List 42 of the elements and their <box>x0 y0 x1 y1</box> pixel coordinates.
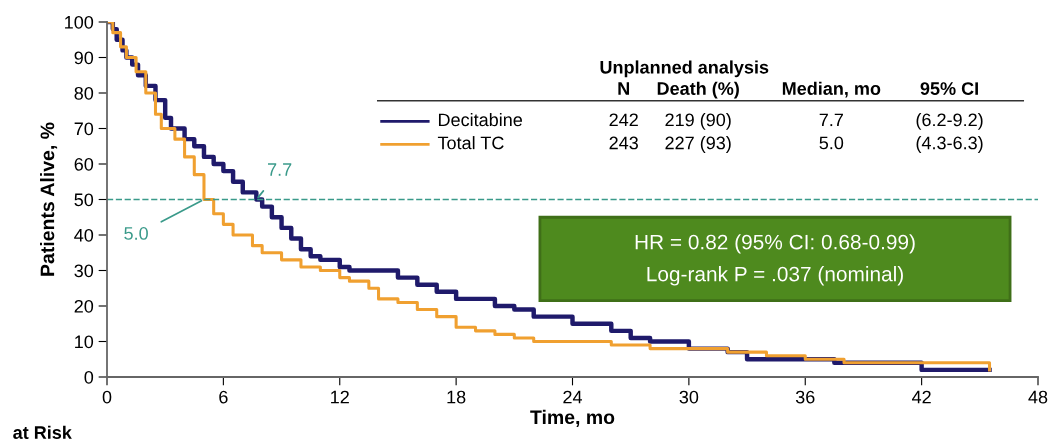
x-tick-label: 12 <box>331 390 349 404</box>
y-tick-label: 30 <box>74 264 94 278</box>
x-tick-label: 36 <box>795 390 815 404</box>
y-axis-title: Patients Alive, % <box>40 122 58 276</box>
x-tick-label: 18 <box>447 390 466 404</box>
y-tick-label: 0 <box>84 370 94 384</box>
y-tick-label: 10 <box>75 335 94 349</box>
annotation: 5.0 <box>124 227 148 240</box>
annotation: 219 (90) <box>665 112 731 130</box>
y-tick-label: 50 <box>74 193 94 207</box>
y-tick-label: 80 <box>74 86 94 100</box>
legend-label: Decitabine <box>438 112 523 127</box>
annotation: 7.7 <box>819 113 843 127</box>
annotation: N <box>618 82 630 95</box>
annotation: 243 <box>609 136 638 150</box>
annotation: Death (%) <box>657 81 739 99</box>
annotation: HR = 0.82 (95% CI: 0.68-0.99) <box>635 234 915 254</box>
y-tick-label: 20 <box>74 299 94 313</box>
annotation: 227 (93) <box>665 136 731 153</box>
x-tick-label: 6 <box>219 390 228 404</box>
annotation: 7.7 <box>268 163 292 176</box>
annotation: 242 <box>609 113 638 127</box>
annotation: Median, mo <box>782 81 881 98</box>
x-tick-label: 0 <box>102 390 112 404</box>
y-tick-label: 60 <box>74 157 94 171</box>
annotation: (4.3-6.3) <box>916 136 983 153</box>
annotation: Log-rank P = .037 (nominal) <box>647 266 903 286</box>
x-tick-label: 30 <box>679 390 699 404</box>
annotation: 5.0 <box>819 136 844 150</box>
x-tick-label: 42 <box>912 390 931 404</box>
x-tick-label: 24 <box>563 390 583 404</box>
annotation: 95% CI <box>920 82 978 95</box>
legend-label: Total TC <box>437 136 504 150</box>
x-tick-label: 48 <box>1028 390 1048 404</box>
y-tick-label: 90 <box>74 51 94 65</box>
annotation: Unplanned analysis <box>600 60 769 78</box>
annotation: (6.2-9.2) <box>916 112 983 130</box>
y-tick-label: 40 <box>74 228 94 242</box>
y-tick-label: 100 <box>65 15 94 29</box>
y-tick-label: 70 <box>74 122 94 136</box>
text: at Risk <box>13 425 72 439</box>
x-axis-title: Time, mo <box>530 409 615 427</box>
